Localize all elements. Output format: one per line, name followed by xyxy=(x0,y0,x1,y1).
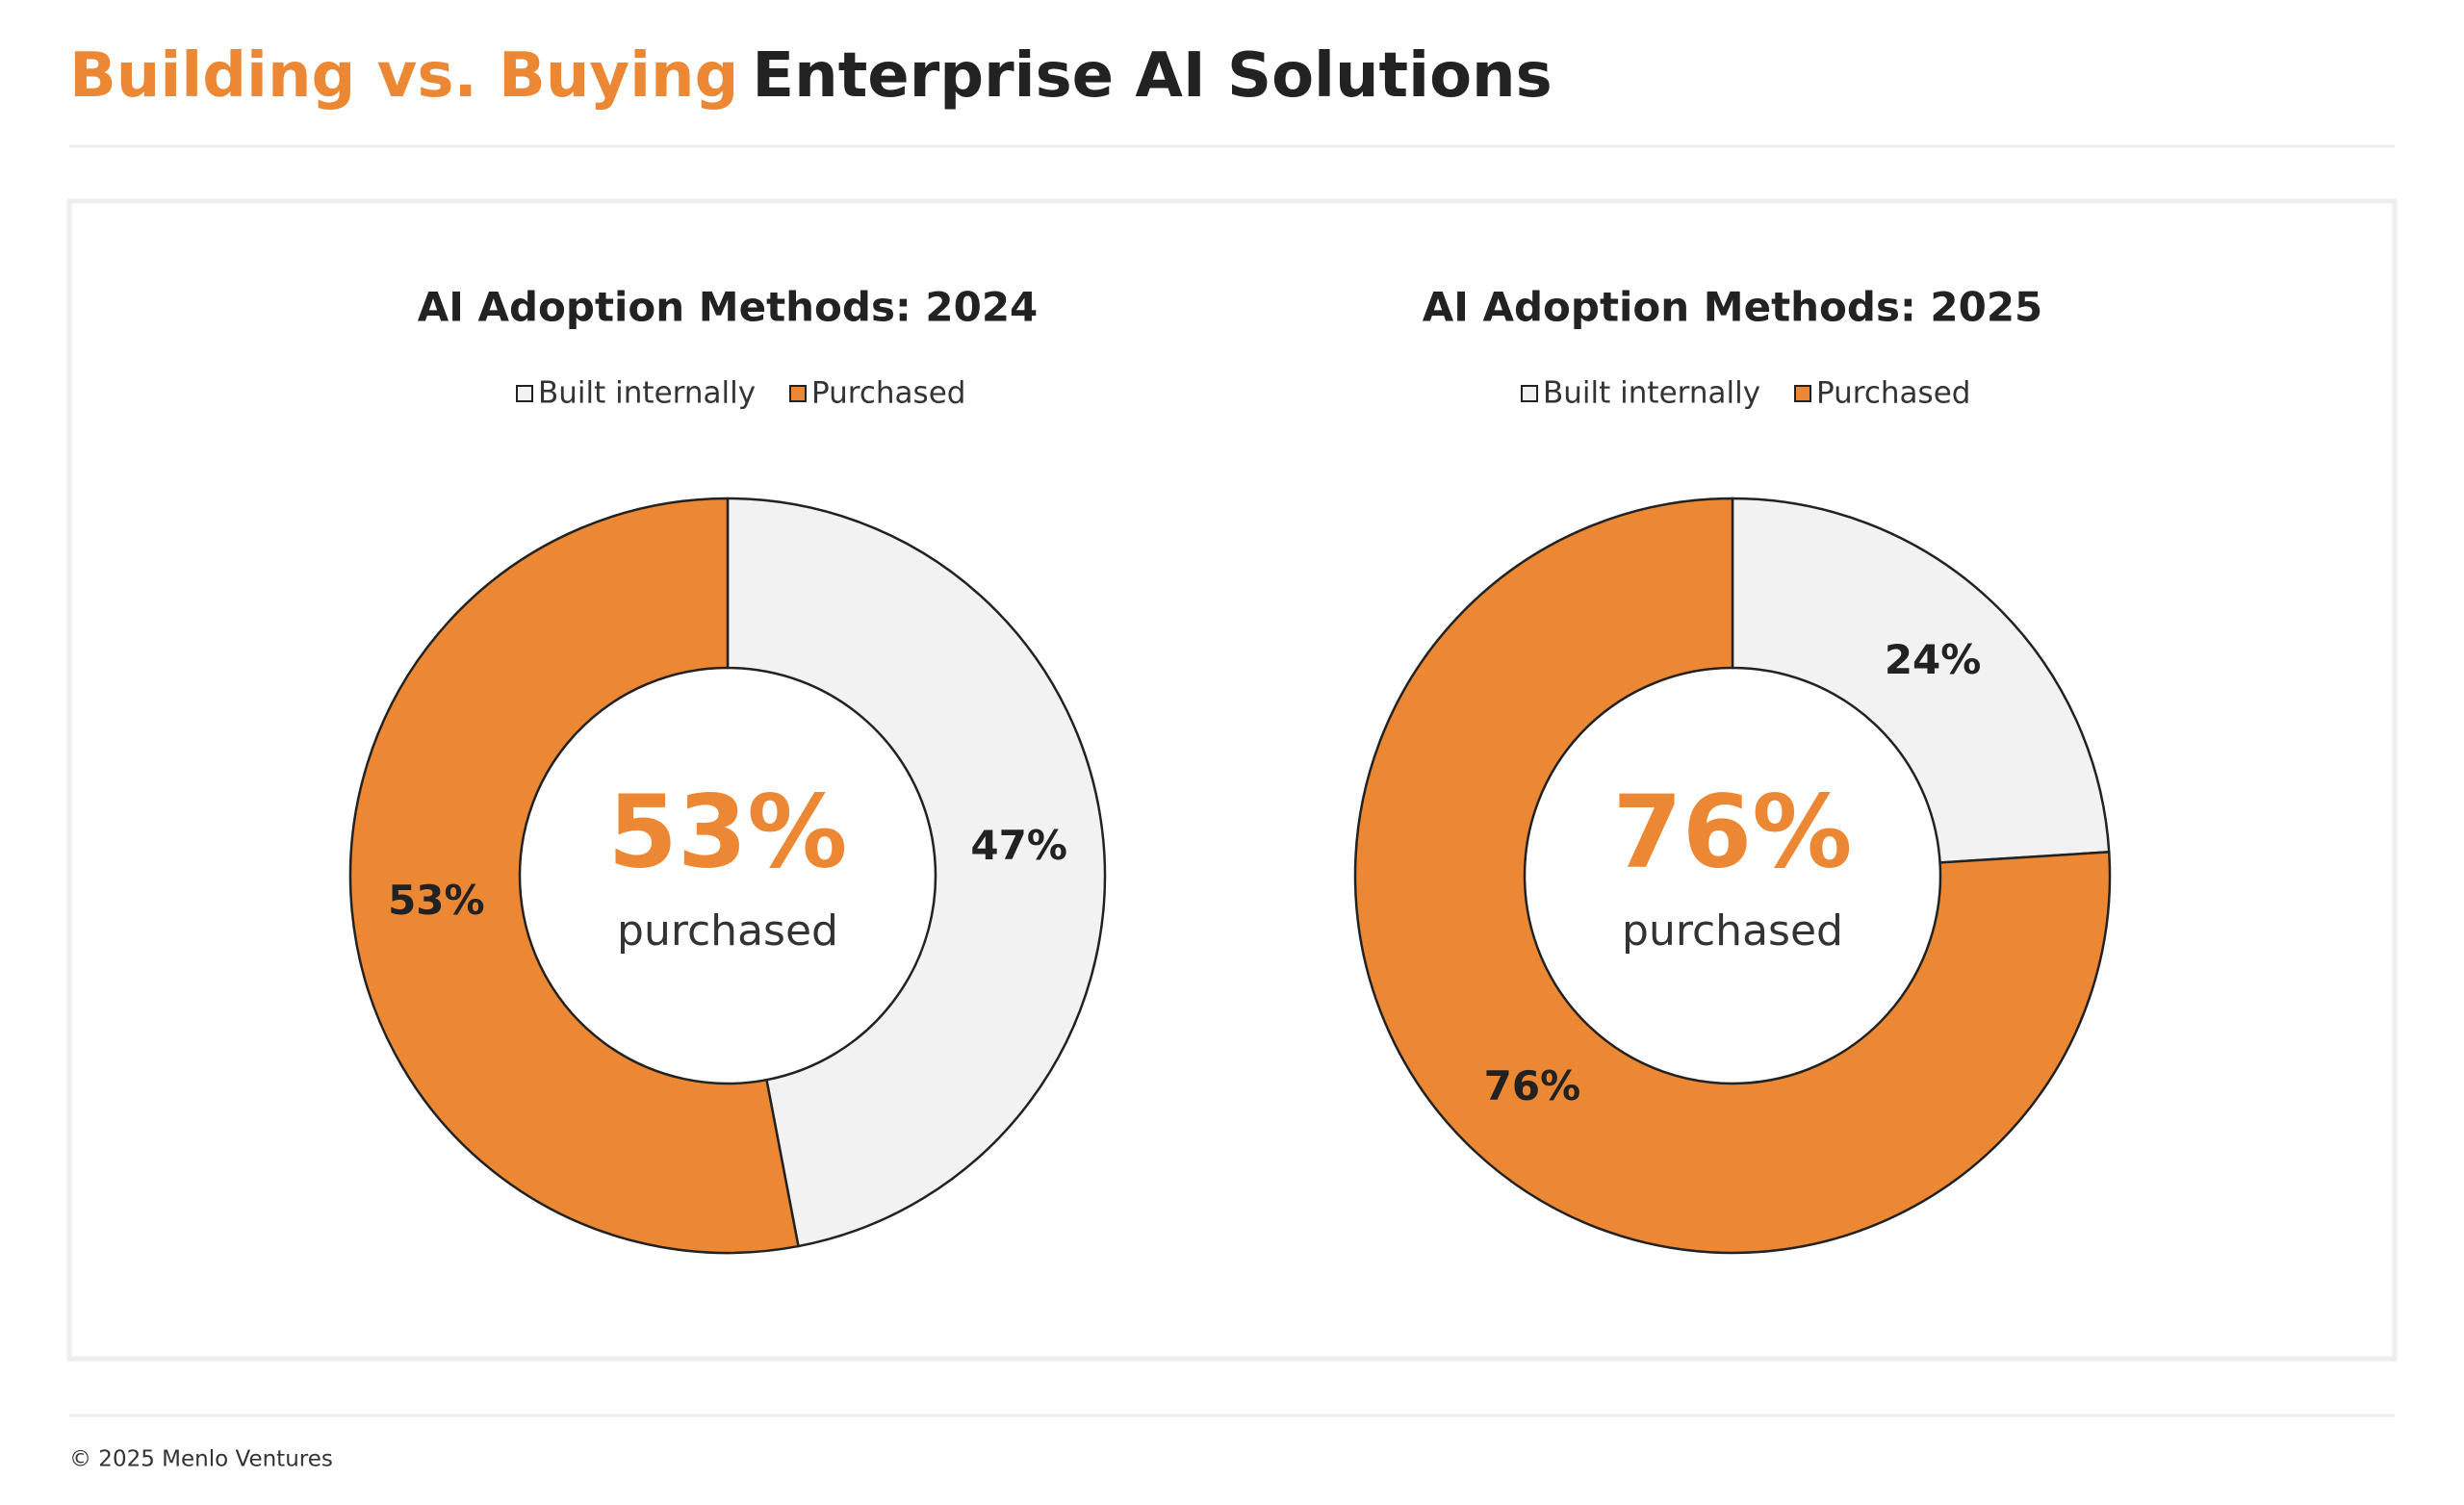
footer: © 2025 Menlo Ventures xyxy=(69,1447,333,1472)
center-value: 76% xyxy=(1613,773,1853,890)
legend-label: Built internally xyxy=(538,376,756,411)
slice-label: 76% xyxy=(1484,1062,1581,1110)
legend-swatch xyxy=(1521,385,1538,402)
donut-slice xyxy=(726,497,1107,1248)
chart-title: AI Adoption Methods: 2025 xyxy=(1423,284,2043,331)
legend-swatch xyxy=(516,385,533,402)
legend-swatch xyxy=(789,385,807,402)
legend-label: Built internally xyxy=(1543,376,1760,411)
legend-label: Purchased xyxy=(1816,376,1970,411)
legend-label: Purchased xyxy=(811,376,965,411)
legend-swatch xyxy=(1794,385,1811,402)
center-label: purchased xyxy=(1622,906,1843,956)
slice-label: 47% xyxy=(970,822,1067,869)
slice-label: 24% xyxy=(1885,636,1982,683)
slice-label: 53% xyxy=(388,877,485,924)
center-value: 53% xyxy=(608,773,848,890)
chart-title: AI Adoption Methods: 2024 xyxy=(418,284,1039,331)
donut-slice xyxy=(348,497,800,1255)
center-label: purchased xyxy=(617,906,838,956)
title-highlight: Building vs. Buying xyxy=(69,40,738,112)
page-title: Building vs. Buying Enterprise AI Solutio… xyxy=(69,40,1553,112)
title-rest: Enterprise AI Solutions xyxy=(752,40,1552,112)
donut-slice xyxy=(1353,497,2112,1255)
donut-slice xyxy=(1731,497,2111,864)
